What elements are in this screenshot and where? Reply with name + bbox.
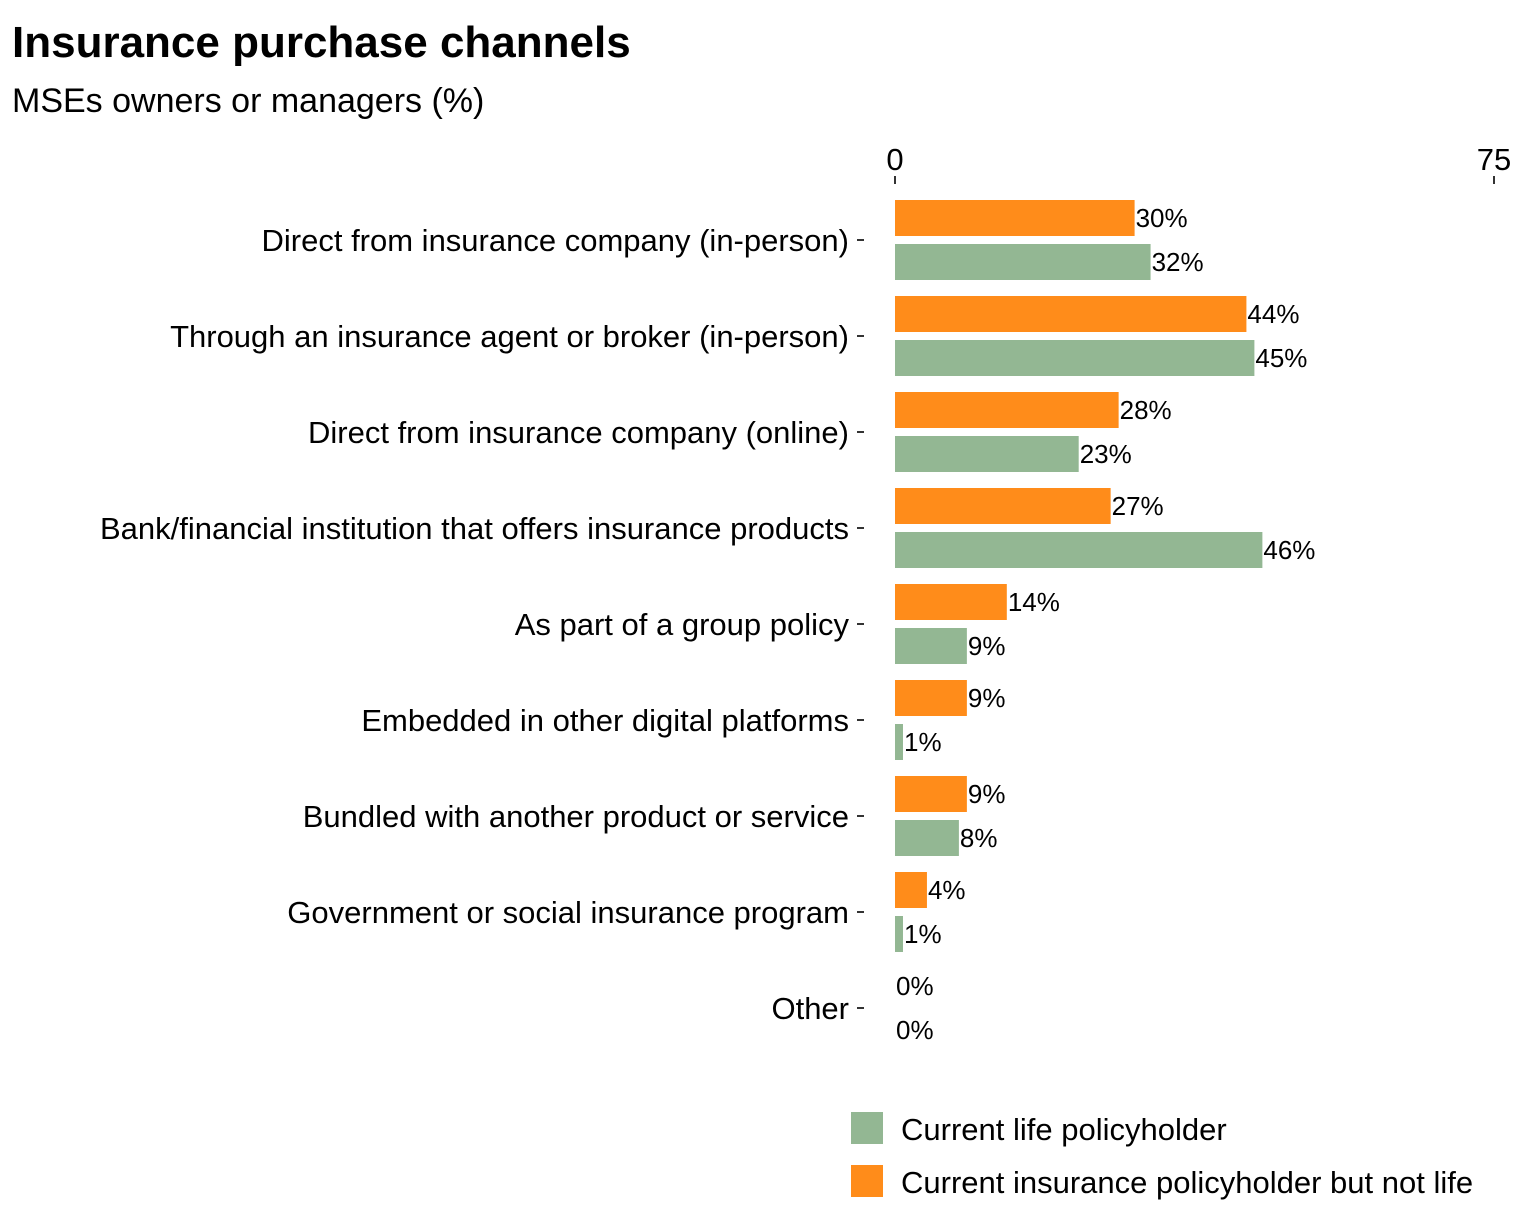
bar-current-life-policyholder-embedded-in-other-digital-platforms — [895, 724, 903, 760]
x-tick-label-0: 0 — [886, 142, 903, 177]
bar-current-life-policyholder-through-an-insurance-agent-or-broker-in-person — [895, 340, 1255, 376]
legend-swatch-current-insurance-policyholder-but-not-life — [851, 1165, 883, 1197]
bar-current-insurance-policyholder-but-not-life-as-part-of-a-group-policy — [895, 584, 1007, 620]
category-label-embedded-in-other-digital-platforms: Embedded in other digital platforms — [361, 703, 849, 738]
bar-current-life-policyholder-direct-from-insurance-company-online — [895, 436, 1079, 472]
category-label-through-an-insurance-agent-or-broker-in-person: Through an insurance agent or broker (in… — [170, 319, 849, 354]
data-label-current-insurance-policyholder-but-not-life-embedded-in-other-digital-platforms: 9% — [968, 683, 1006, 713]
bar-current-life-policyholder-bank-financial-institution-that-offers-insurance-products — [895, 532, 1263, 568]
data-label-current-insurance-policyholder-but-not-life-bank-financial-institution-that-offers-insurance-products: 27% — [1112, 491, 1164, 521]
chart-subtitle: MSEs owners or managers (%) — [12, 82, 485, 120]
data-label-current-life-policyholder-government-or-social-insurance-program: 1% — [904, 919, 942, 949]
data-label-current-insurance-policyholder-but-not-life-other: 0% — [896, 971, 934, 1001]
data-label-current-life-policyholder-direct-from-insurance-company-online: 23% — [1080, 439, 1132, 469]
bar-current-insurance-policyholder-but-not-life-government-or-social-insurance-program — [895, 872, 927, 908]
data-label-current-insurance-policyholder-but-not-life-through-an-insurance-agent-or-broker-in-person: 44% — [1247, 299, 1299, 329]
bar-current-life-policyholder-direct-from-insurance-company-in-person — [895, 244, 1151, 280]
data-label-current-insurance-policyholder-but-not-life-as-part-of-a-group-policy: 14% — [1008, 587, 1060, 617]
x-tick-label-75: 75 — [1477, 142, 1511, 177]
data-label-current-life-policyholder-bundled-with-another-product-or-service: 8% — [960, 823, 998, 853]
bar-current-insurance-policyholder-but-not-life-bank-financial-institution-that-offers-insurance-products — [895, 488, 1111, 524]
data-label-current-insurance-policyholder-but-not-life-direct-from-insurance-company-in-person: 30% — [1136, 203, 1188, 233]
data-label-current-life-policyholder-other: 0% — [896, 1015, 934, 1045]
legend: Current life policyholder Current insuran… — [851, 1112, 1473, 1200]
bar-current-life-policyholder-bundled-with-another-product-or-service — [895, 820, 959, 856]
category-label-as-part-of-a-group-policy: As part of a group policy — [515, 607, 850, 642]
legend-swatch-current-life-policyholder — [851, 1112, 883, 1144]
bar-current-insurance-policyholder-but-not-life-direct-from-insurance-company-online — [895, 392, 1119, 428]
data-label-current-life-policyholder-through-an-insurance-agent-or-broker-in-person: 45% — [1255, 343, 1307, 373]
bar-current-life-policyholder-government-or-social-insurance-program — [895, 916, 903, 952]
legend-label-current-insurance-policyholder-but-not-life: Current insurance policyholder but not l… — [901, 1165, 1473, 1200]
bar-current-insurance-policyholder-but-not-life-bundled-with-another-product-or-service — [895, 776, 967, 812]
category-label-other: Other — [771, 991, 849, 1026]
data-label-current-life-policyholder-direct-from-insurance-company-in-person: 32% — [1152, 247, 1204, 277]
bar-current-life-policyholder-as-part-of-a-group-policy — [895, 628, 967, 664]
chart-title: Insurance purchase channels — [12, 18, 631, 67]
category-label-direct-from-insurance-company-online: Direct from insurance company (online) — [308, 415, 849, 450]
bar-current-insurance-policyholder-but-not-life-through-an-insurance-agent-or-broker-in-person — [895, 296, 1247, 332]
category-label-bundled-with-another-product-or-service: Bundled with another product or service — [303, 799, 849, 834]
bar-series — [895, 200, 1263, 952]
category-label-bank-financial-institution-that-offers-insurance-products: Bank/financial institution that offers i… — [100, 511, 849, 546]
bar-current-insurance-policyholder-but-not-life-embedded-in-other-digital-platforms — [895, 680, 967, 716]
data-label-current-life-policyholder-embedded-in-other-digital-platforms: 1% — [904, 727, 942, 757]
data-label-current-life-policyholder-bank-financial-institution-that-offers-insurance-products: 46% — [1263, 535, 1315, 565]
bar-current-insurance-policyholder-but-not-life-direct-from-insurance-company-in-person — [895, 200, 1135, 236]
data-label-current-insurance-policyholder-but-not-life-direct-from-insurance-company-online: 28% — [1120, 395, 1172, 425]
category-axis: Direct from insurance company (in-person… — [100, 223, 864, 1026]
data-label-current-life-policyholder-as-part-of-a-group-policy: 9% — [968, 631, 1006, 661]
data-label-current-insurance-policyholder-but-not-life-government-or-social-insurance-program: 4% — [928, 875, 966, 905]
x-axis: 0 75 — [886, 142, 1511, 184]
legend-label-current-life-policyholder: Current life policyholder — [901, 1112, 1227, 1147]
category-label-direct-from-insurance-company-in-person: Direct from insurance company (in-person… — [262, 223, 850, 258]
category-label-government-or-social-insurance-program: Government or social insurance program — [287, 895, 849, 930]
data-label-current-insurance-policyholder-but-not-life-bundled-with-another-product-or-service: 9% — [968, 779, 1006, 809]
data-labels: 30%44%28%27%14%9%9%4%0%32%45%23%46%9%1%8… — [896, 203, 1315, 1045]
